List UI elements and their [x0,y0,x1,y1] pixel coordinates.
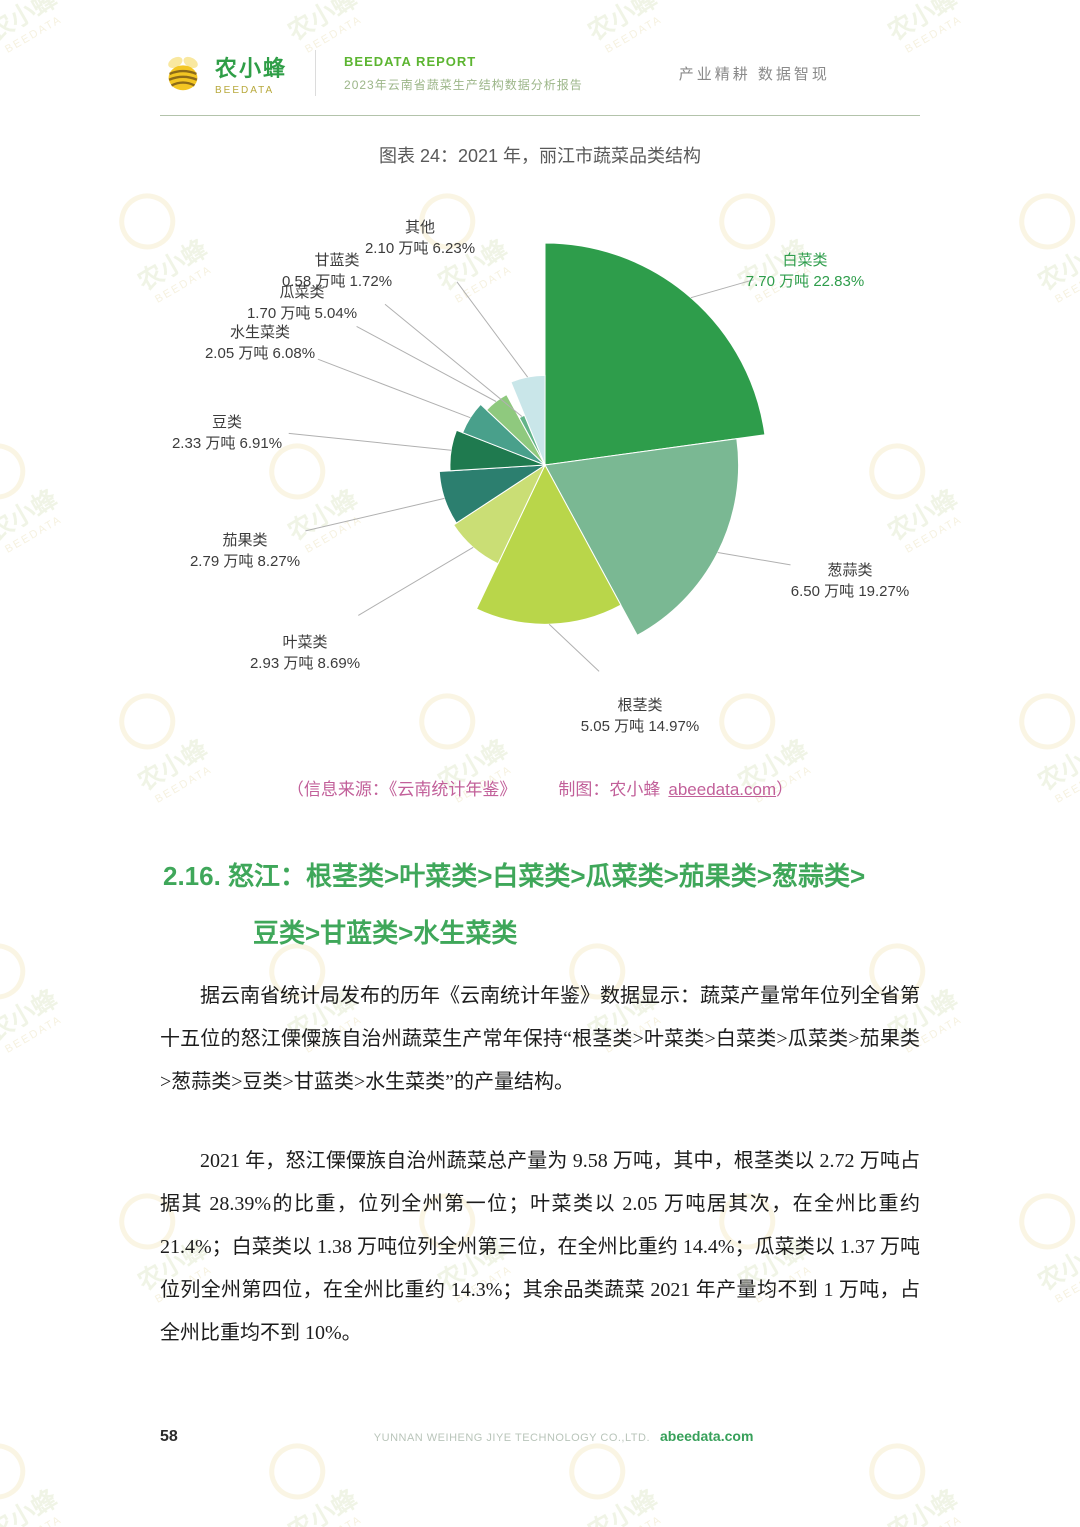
watermark-bee-icon [259,0,336,10]
body-text: 据云南省统计局发布的历年《云南统计年鉴》数据显示：蔬菜产量常年位列全省第十五位的… [160,975,920,1355]
brand-subname: BEEDATA [215,84,275,96]
brand-name: 农小蜂 [215,55,288,81]
label-leader-line [305,497,445,532]
label-leader-line [384,303,523,417]
label-leader-line [288,432,452,451]
pie-label-叶菜类: 叶菜类 2.93 万吨 8.69% [250,634,360,672]
paragraph: 据云南省统计局发布的历年《云南统计年鉴》数据显示：蔬菜产量常年位列全省第十五位的… [160,985,920,1093]
report-title: 2023年云南省蔬菜生产结构数据分析报告 [344,77,583,92]
watermark-subtext: BEEDATA [1053,1263,1080,1306]
pie-chart: 白菜类 7.70 万吨 22.83% 葱蒜类 6.50 万吨 19.27% 根茎类 5.0… [172,219,909,735]
watermark-subtext: BEEDATA [3,1013,65,1056]
source-text: （信息来源：《云南统计年鉴》 [286,780,517,799]
watermark-text: 农小蜂 [0,484,63,547]
watermark-bee-icon [0,433,36,510]
pie-label-其他: 其他 2.10 万吨 6.23% [365,219,475,257]
chart-title: 图表 24：2021 年，丽江市蔬菜品类结构 [378,146,702,166]
watermark-bee-icon [559,0,636,10]
pie-slice-其他 [510,374,546,466]
pie-label-葱蒜类: 葱蒜类 6.50 万吨 19.27% [791,562,909,600]
watermark-text: 农小蜂 [883,1484,963,1527]
label-leader-line [456,281,529,378]
watermark-subtext: BEEDATA [3,513,65,556]
pie-label-茄果类: 茄果类 2.79 万吨 8.27% [190,532,300,570]
footer-company: YUNNAN WEIHENG JIYE TECHNOLOGY CO.,LTD. [373,1432,651,1444]
label-leader-line [548,623,600,672]
watermark-bee-icon [0,0,36,10]
brand-logo: 农小蜂 BEEDATA [160,50,287,96]
watermark-subtext: BEEDATA [861,1489,1006,1527]
watermark-text: 农小蜂 [1033,734,1080,797]
pie-label-瓜菜类: 瓜菜类 1.70 万吨 5.04% [247,284,357,322]
report-label: BEEDATA REPORT [344,53,477,69]
page-footer: 58 YUNNAN WEIHENG JIYE TECHNOLOGY CO.,LT… [160,1428,920,1446]
header-slogan: 产业精耕 数据智现 [678,65,830,83]
source-close: ） [776,780,794,799]
watermark-text: 农小蜂 [0,984,63,1047]
pie-slice-茄果类 [438,464,547,524]
label-leader-line [358,546,474,616]
pie-slice-葱蒜类 [544,438,740,636]
watermark-text: 农小蜂 [1033,1234,1080,1297]
bee-icon [168,56,198,91]
watermark-text: 农小蜂 [1033,234,1080,297]
brand-text: 农小蜂 BEEDATA [215,51,287,96]
page-header: 农小蜂 BEEDATA BEEDATA REPORT 2023年云南省蔬菜生产结… [160,50,920,96]
watermark-subtext: BEEDATA [3,13,65,56]
chart-figure: 白菜类 7.70 万吨 22.83% 葱蒜类 6.50 万吨 19.27% 根茎类 5.0… [100,150,980,810]
page-number: 58 [160,1428,178,1445]
report-title-block: BEEDATA REPORT 2023年云南省蔬菜生产结构数据分析报告 [344,54,583,93]
watermark-subtext: BEEDATA [261,1489,406,1527]
paragraph: 2021 年，怒江傈僳族自治州蔬菜总产量为 9.58 万吨，其中，根茎类以 2.… [160,1150,920,1344]
pie-label-根茎类: 根茎类 5.05 万吨 14.97% [581,697,699,735]
watermark-subtext: BEEDATA [1053,263,1080,306]
label-leader-line [356,325,497,402]
watermark-subtext: BEEDATA [0,1489,106,1527]
source-link[interactable]: abeedata.com [668,780,777,799]
watermark-bee-icon [1009,183,1080,260]
pie-slice-白菜类 [544,242,766,466]
pie-label-水生菜类: 水生菜类 2.05 万吨 6.08% [205,324,315,362]
watermark-text: 农小蜂 [0,1484,63,1527]
header-rule [160,115,920,116]
section-heading: 2.16. 怒江：根茎类>叶菜类>白菜类>瓜菜类>茄果类>葱蒜类> 豆类>甘蓝类… [163,848,940,962]
pie-slice-水生菜类 [461,403,546,466]
section-heading-line1: 2.16. 怒江：根茎类>叶菜类>白菜类>瓜菜类>茄果类>葱蒜类> [163,861,866,891]
pie-slice-根茎类 [475,463,622,625]
label-leader-line [690,279,754,299]
pie-label-白菜类: 白菜类 7.70 万吨 22.83% [746,252,864,290]
watermark-bee-icon [0,933,36,1010]
pie-label-甘蓝类: 甘蓝类 0.58 万吨 1.72% [282,252,392,290]
label-leader-line [317,358,471,419]
footer-site-link[interactable]: abeedata.com [660,1428,754,1444]
header-divider [315,50,317,96]
watermark-bee-icon [859,0,936,10]
watermark-bee-icon [1009,1183,1080,1260]
source-line: （信息来源：《云南统计年鉴》 制图：农小蜂 abeedata.com） [0,775,1080,800]
watermark-text: 农小蜂 [583,1484,663,1527]
watermark-text: 农小蜂 [0,0,63,47]
section-heading-line2: 豆类>甘蓝类>水生菜类 [253,918,518,948]
watermark-bee-icon [1009,683,1080,760]
watermark-subtext: BEEDATA [561,1489,706,1527]
watermark-text: 农小蜂 [283,1484,363,1527]
watermark-bee-icon [0,1433,36,1510]
label-leader-line [717,552,791,566]
pie-label-豆类: 豆类 2.33 万吨 6.91% [172,414,282,452]
credit-text: 制图：农小蜂 [558,780,661,799]
